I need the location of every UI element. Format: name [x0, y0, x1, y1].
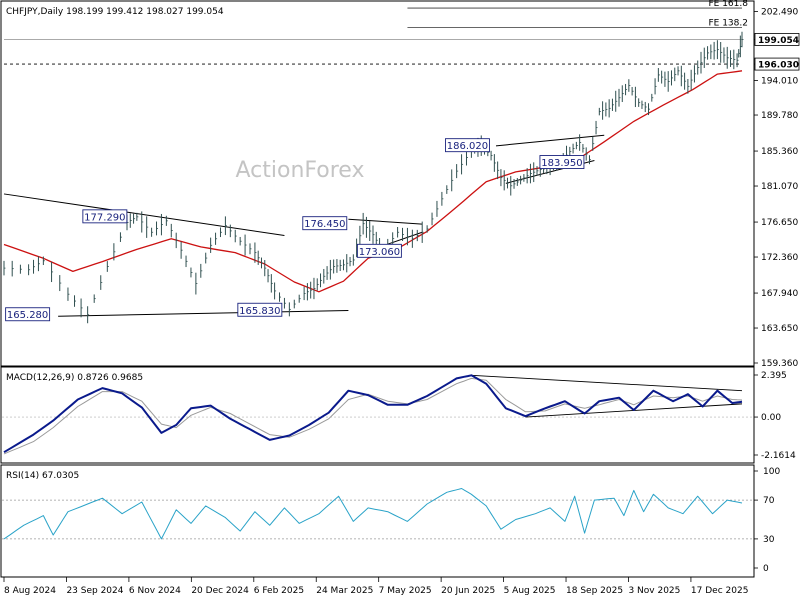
price-annotation-box [356, 243, 402, 258]
price-annotation: 165.830 [239, 306, 280, 317]
x-tick-label: 24 Mar 2025 [316, 586, 373, 596]
price-annotation: 183.950 [541, 158, 582, 169]
watermark: ActionForex [236, 158, 365, 183]
price-y-tick-label: 185.360 [761, 147, 798, 157]
rsi-header: RSI(14) 67.0305 [6, 471, 79, 481]
price-annotation-box [302, 216, 348, 231]
price-marker-box [754, 33, 800, 46]
rsi-y-tick-label: 30 [763, 535, 775, 545]
price-panel-frame [0, 0, 755, 367]
price-y-tick-label: 167.940 [761, 289, 798, 299]
panel-frames [0, 0, 755, 578]
price-y-tick-label: 163.650 [761, 324, 798, 334]
macd-panel-frame [0, 366, 755, 464]
fib-label: FE 138.2 [708, 19, 748, 29]
x-tick-label: 23 Sep 2024 [66, 586, 123, 596]
price-annotation-box [237, 302, 283, 317]
price-annotation-box [445, 138, 490, 153]
x-tick-label: 18 Sep 2025 [566, 586, 623, 596]
price-y-tick-label: 172.360 [761, 253, 798, 263]
price-trendline-2 [348, 218, 423, 225]
x-tick-label: 17 Dec 2025 [691, 586, 749, 596]
rsi-panel-frame [0, 464, 755, 578]
x-tick-label: 20 Jun 2025 [441, 586, 495, 596]
macd-y-tick-label: 2.395 [761, 371, 787, 381]
price-trendline-1 [58, 310, 349, 317]
price-marker-label: 196.030 [758, 61, 799, 71]
rsi-y-tick-label: 0 [763, 564, 769, 574]
rsi-line [3, 488, 743, 540]
x-tick-label: 7 May 2025 [379, 586, 432, 596]
price-marker-box [754, 57, 800, 71]
price-annotation: 173.060 [359, 247, 400, 258]
price-annotation-box [5, 307, 51, 322]
price-annotation: 186.020 [447, 141, 488, 152]
rsi-y-tick-label: 70 [763, 496, 775, 506]
x-tick-label: 3 Nov 2025 [628, 586, 680, 596]
price-trendline-4 [495, 134, 605, 147]
price-annotation: 177.290 [84, 212, 125, 223]
price-y-tick-label: 181.070 [761, 182, 798, 192]
price-annotation-box [82, 209, 128, 224]
macd-y-tick-label: 0.00 [761, 413, 781, 423]
x-tick-label: 20 Dec 2024 [191, 586, 249, 596]
macd-header: MACD(12,26,9) 0.8726 0.9685 [6, 373, 143, 383]
x-tick-label: 8 Aug 2024 [4, 586, 56, 596]
price-y-tick-label: 159.360 [761, 359, 798, 369]
price-annotation: 165.280 [7, 310, 48, 321]
x-tick-label: 6 Feb 2025 [254, 586, 304, 596]
price-trendline-0 [3, 193, 285, 237]
rsi-y-tick-label: 100 [763, 467, 780, 477]
macd-y-tick-label: -2.1614 [761, 451, 796, 461]
x-tick-label: 6 Nov 2024 [129, 586, 181, 596]
macd-trendline [471, 374, 743, 392]
price-annotation-box [539, 155, 585, 170]
price-marker-label: 199.054 [758, 36, 799, 46]
price-header: CHFJPY,Daily 198.199 199.412 198.027 199… [6, 7, 224, 17]
price-y-tick-label: 202.490 [761, 7, 798, 17]
price-annotation: 176.450 [304, 219, 345, 230]
price-y-tick-label: 194.010 [761, 77, 798, 87]
macd-line [3, 374, 743, 454]
fib-label: FE 161.8 [708, 0, 748, 9]
price-y-tick-label: 176.650 [761, 218, 798, 228]
x-tick-label: 5 Aug 2025 [504, 586, 556, 596]
price-y-tick-label: 189.780 [761, 111, 798, 121]
